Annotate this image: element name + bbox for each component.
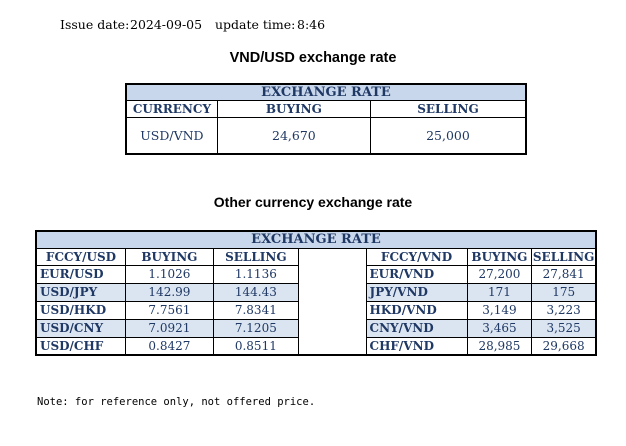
chf-vnd-selling: 29,668 [531,336,597,356]
col-fccy-usd: FCCY/USD [35,247,126,266]
col-selling: SELLING [369,100,527,118]
cny-vnd-selling: 3,525 [531,318,597,338]
eur-usd-buying: 1.1026 [124,264,214,284]
vnd-usd-table: EXCHANGE RATE CURRENCY BUYING SELLING US… [125,83,527,155]
update-time-label: update time: [215,17,296,32]
jpy-vnd-buying: 171 [466,282,533,302]
usd-vnd-currency: USD/VND [125,117,218,154]
usd-chf-buying: 0.8427 [124,336,214,356]
col-buying: BUYING [216,100,371,118]
pair-cny-vnd: CNY/VND [365,318,468,338]
pair-jpy-vnd: JPY/VND [365,282,468,302]
usd-hkd-selling: 7.8341 [212,300,299,320]
usd-cny-selling: 7.1205 [212,318,299,338]
pair-usd-cny: USD/CNY [35,318,126,338]
col-left-buying: BUYING [124,247,214,266]
chf-vnd-buying: 28,985 [466,336,533,356]
pair-usd-hkd: USD/HKD [35,300,126,320]
cny-vnd-buying: 3,465 [466,318,533,338]
jpy-vnd-selling: 175 [531,282,597,302]
spacer-column [297,247,367,356]
issue-date-value: 2024-09-05 [130,17,203,32]
pair-usd-jpy: USD/JPY [35,282,126,302]
other-rate-title: Other currency exchange rate [213,194,413,210]
table-row: EUR/USD 1.1026 1.1136 EUR/VND 27,200 27,… [35,264,597,284]
pair-hkd-vnd: HKD/VND [365,300,468,320]
eur-vnd-selling: 27,841 [531,264,597,284]
update-time-value: 8:46 [297,17,326,32]
pair-eur-usd: EUR/USD [35,264,126,284]
usd-vnd-selling: 25,000 [369,117,527,154]
vnd-usd-table-header: EXCHANGE RATE [125,83,527,101]
col-right-buying: BUYING [466,247,533,266]
usd-jpy-selling: 144.43 [212,282,299,302]
hkd-vnd-selling: 3,223 [531,300,597,320]
pair-usd-chf: USD/CHF [35,336,126,356]
col-fccy-vnd: FCCY/VND [365,247,468,266]
usd-cny-buying: 7.0921 [124,318,214,338]
usd-hkd-buying: 7.7561 [124,300,214,320]
usd-vnd-buying: 24,670 [216,117,371,154]
other-rate-table: EXCHANGE RATE FCCY/USD BUYING SELLING FC… [35,230,597,356]
table-row: USD/CHF 0.8427 0.8511 CHF/VND 28,985 29,… [35,336,597,356]
eur-vnd-buying: 27,200 [466,264,533,284]
vnd-usd-title: VND/USD exchange rate [229,50,397,66]
usd-jpy-buying: 142.99 [124,282,214,302]
pair-chf-vnd: CHF/VND [365,336,468,356]
eur-usd-selling: 1.1136 [212,264,299,284]
disclaimer-note: Note: for reference only, not offered pr… [37,396,316,408]
col-right-selling: SELLING [531,247,597,266]
col-currency: CURRENCY [125,100,218,118]
hkd-vnd-buying: 3,149 [466,300,533,320]
other-table-header: EXCHANGE RATE [35,230,597,249]
usd-chf-selling: 0.8511 [212,336,299,356]
issue-date-label: Issue date: [60,17,130,32]
pair-eur-vnd: EUR/VND [365,264,468,284]
col-left-selling: SELLING [212,247,299,266]
table-row: USD/HKD 7.7561 7.8341 HKD/VND 3,149 3,22… [35,300,597,320]
